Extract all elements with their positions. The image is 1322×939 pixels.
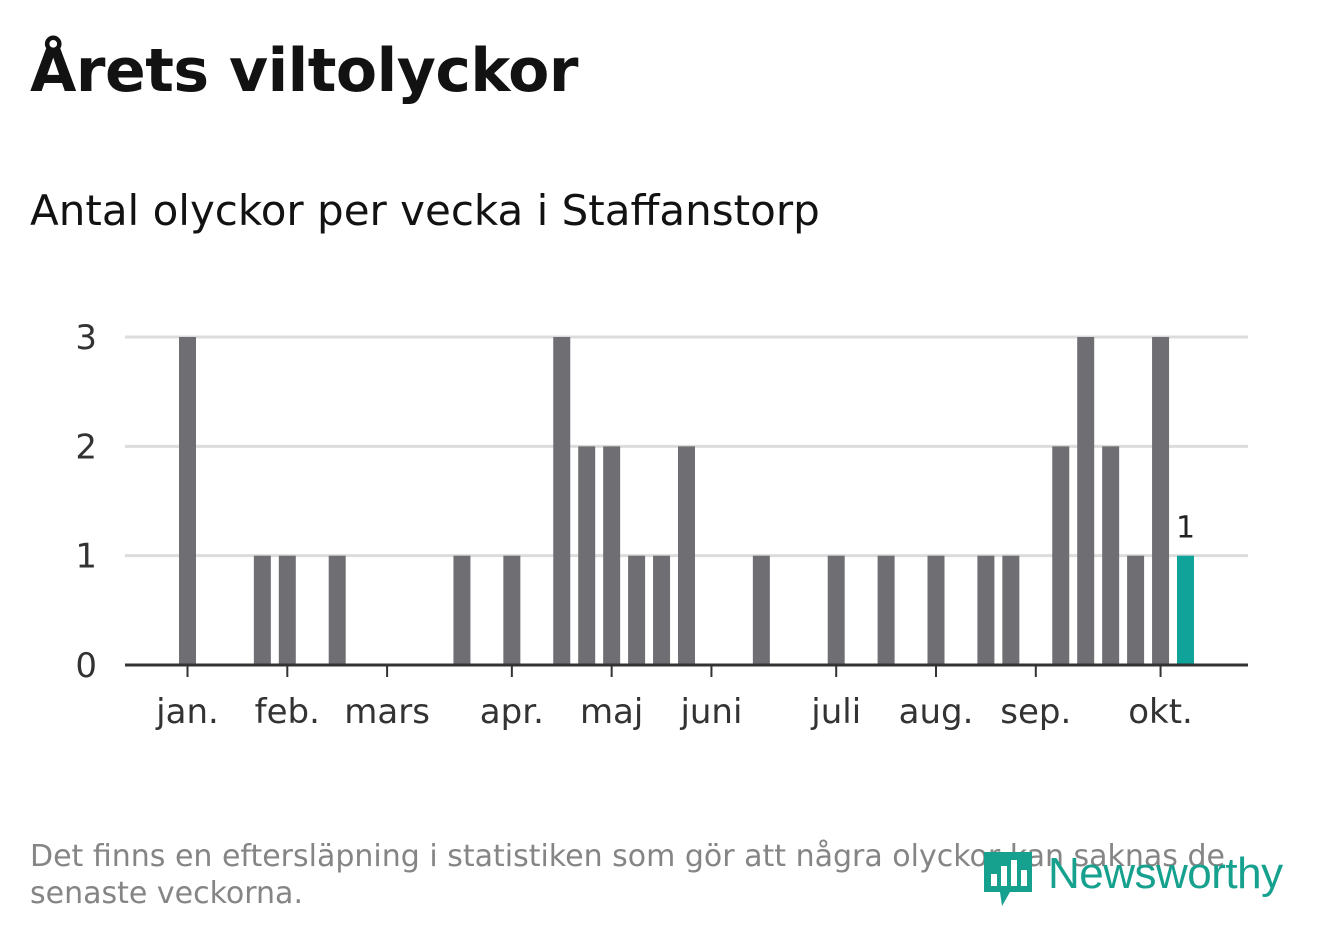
bar xyxy=(1002,555,1020,665)
x-tick-label: jan. xyxy=(155,692,219,732)
bar xyxy=(578,446,596,665)
x-tick-label: sep. xyxy=(1000,692,1071,732)
data-label: 1 xyxy=(1176,511,1195,546)
bar xyxy=(927,555,945,665)
x-tick-label: aug. xyxy=(899,692,974,732)
y-tick-label: 1 xyxy=(75,537,97,577)
bar xyxy=(253,555,271,665)
bar xyxy=(678,446,695,665)
bar xyxy=(1052,446,1070,665)
newsworthy-logo: Newsworthy xyxy=(980,848,1300,912)
chart-title: Årets viltolyckor xyxy=(30,36,579,106)
bar xyxy=(328,555,346,665)
bar-chart: 0 1 2 3 jan. feb. mars apr. maj juni juli aug. sep.… xyxy=(75,318,1248,732)
x-tick-label: okt. xyxy=(1128,692,1193,732)
x-tick-label: juli xyxy=(810,692,861,732)
bar xyxy=(628,555,646,665)
bar-chart-icon xyxy=(984,852,1032,906)
brand-name: Newsworthy xyxy=(1048,849,1283,898)
y-axis-ticks: 0 1 2 3 xyxy=(75,318,97,686)
x-tick-label: mars xyxy=(344,692,430,732)
bar xyxy=(553,337,571,665)
y-tick-label: 0 xyxy=(75,646,97,686)
bar xyxy=(1177,555,1194,665)
x-tick-label: maj xyxy=(580,692,643,732)
bar xyxy=(1127,555,1145,665)
x-axis: jan. feb. mars apr. maj juni juli aug. sep. okt. xyxy=(125,663,1248,732)
bar xyxy=(1102,446,1120,665)
bar xyxy=(1152,337,1170,665)
bar xyxy=(179,337,196,665)
bar xyxy=(278,555,296,665)
chart-subtitle: Antal olyckor per vecka i Staffanstorp xyxy=(30,186,820,235)
data-labels: 1 xyxy=(1176,511,1195,546)
y-tick-label: 3 xyxy=(75,318,97,358)
x-tick-label: juni xyxy=(679,692,742,732)
bars xyxy=(179,337,1194,665)
y-tick-label: 2 xyxy=(75,427,97,467)
bar xyxy=(752,555,770,665)
bar xyxy=(603,446,621,665)
bar xyxy=(977,555,995,665)
bar xyxy=(503,555,521,665)
bar xyxy=(453,555,471,665)
x-tick-label: feb. xyxy=(255,692,320,732)
bar xyxy=(653,555,671,665)
bar xyxy=(827,555,845,665)
bar xyxy=(1077,337,1095,665)
x-tick-label: apr. xyxy=(480,692,544,732)
bar xyxy=(877,555,895,665)
